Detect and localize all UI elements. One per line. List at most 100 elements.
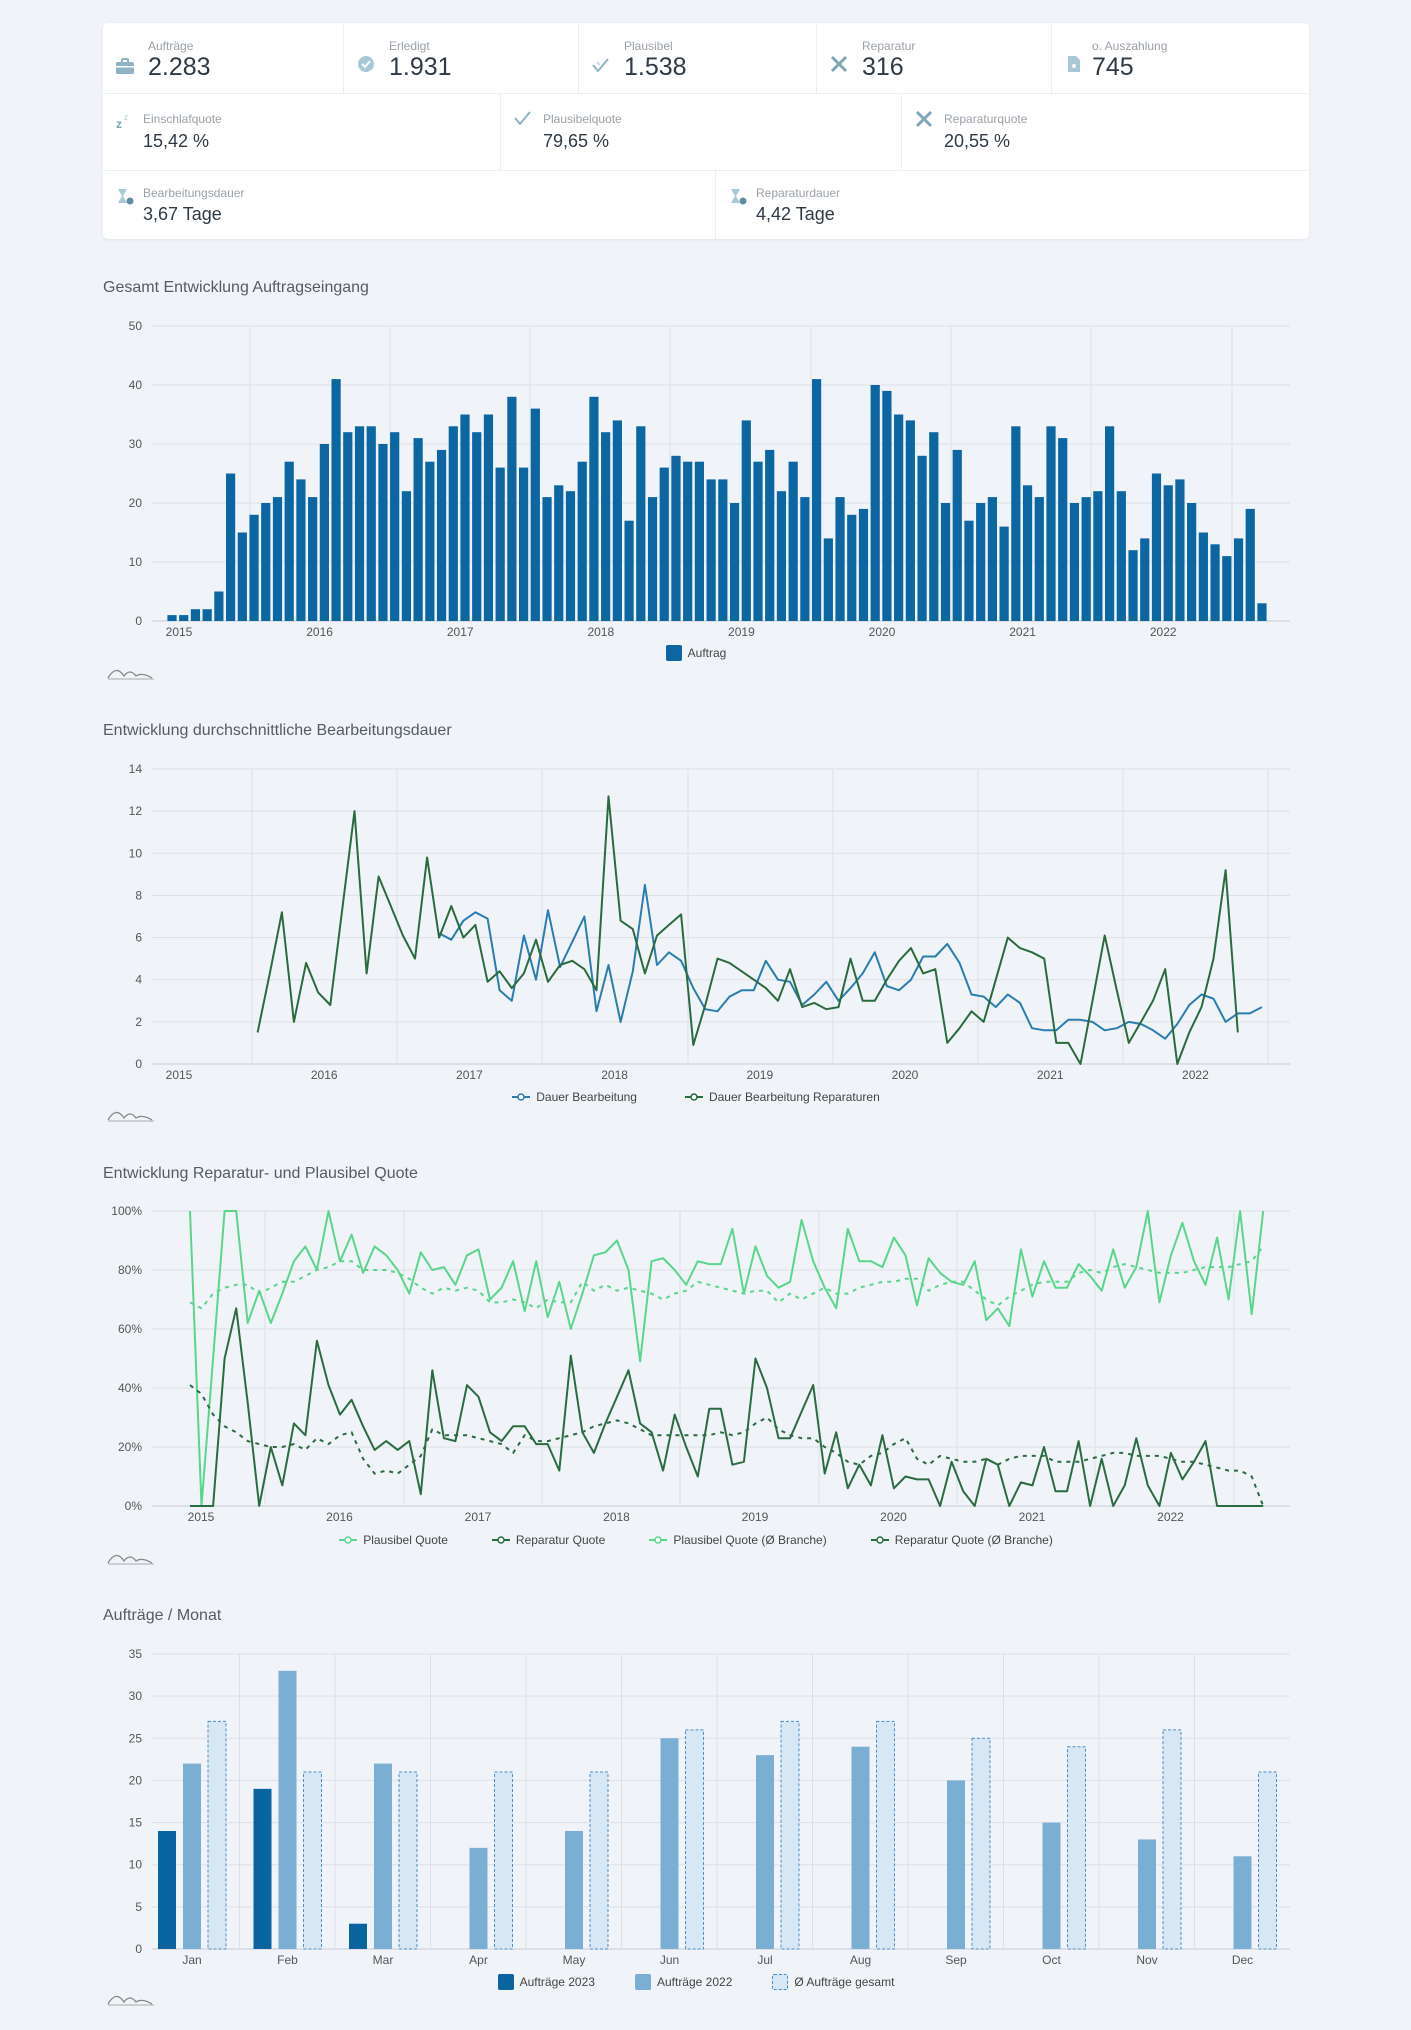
bar (851, 1746, 870, 1949)
x-tick-label: 2022 (1157, 1510, 1184, 1524)
kpi-value: 20,55 % (944, 131, 1011, 151)
x-tick-label: 2018 (601, 1068, 628, 1082)
bar (1069, 503, 1080, 621)
bar (183, 1763, 201, 1949)
kpi-row-1: Aufträge 2.283 Erledigt 1.931 Plausibel … (103, 23, 1309, 94)
bar (1233, 1856, 1252, 1949)
x-tick-label: Mar (373, 1953, 394, 1967)
kpi-row-3: Bearbeitungsdauer 3,67 Tage Reparaturdau… (103, 170, 1309, 239)
y-tick-label: 15 (129, 1816, 143, 1830)
bar (296, 479, 306, 621)
bar (319, 444, 329, 621)
x-tick-label: Jan (182, 1953, 201, 1967)
bar (729, 503, 740, 621)
bar (530, 408, 540, 621)
bar (756, 1755, 774, 1949)
legend-marker-icon (684, 1093, 703, 1101)
y-tick-label: 60% (118, 1322, 142, 1336)
bar (331, 379, 341, 621)
bar (660, 1738, 679, 1949)
y-tick-label: 10 (129, 846, 143, 860)
bar (858, 508, 869, 621)
kpi-label: Plausibel (624, 39, 673, 53)
bar (694, 461, 704, 621)
chart-logo-icon (107, 669, 154, 680)
bar (1245, 508, 1255, 621)
x-tick-label: 2015 (188, 1510, 215, 1524)
legend-marker-icon (339, 1536, 358, 1544)
legend-label: Dauer Bearbeitung Reparaturen (708, 1090, 880, 1104)
bar (1187, 503, 1197, 621)
svg-text:z: z (116, 117, 122, 130)
bar (460, 414, 470, 621)
y-tick-label: 0 (135, 614, 142, 628)
x-tick-label: 2015 (166, 1068, 193, 1082)
legend-item-plausibel-branche[interactable]: Plausibel Quote (Ø Branche) (649, 1533, 827, 1547)
x-tick-label: 2019 (742, 1510, 769, 1524)
legend-label: Auftrag (687, 646, 727, 660)
legend-label: Reparatur Quote (Ø Branche) (894, 1533, 1053, 1547)
bar (1022, 485, 1033, 621)
x-tick-label: 2017 (447, 625, 474, 639)
double-check-icon (592, 58, 609, 73)
kpi-value: 1.538 (624, 53, 687, 81)
x-tick-label: Dec (1232, 1953, 1253, 1967)
series-line (256, 795, 1239, 1065)
bar (800, 497, 810, 621)
x-tick-label: 2020 (892, 1068, 919, 1082)
legend-swatch (665, 645, 682, 661)
x-tick-label: Jun (660, 1953, 679, 1967)
bar (1011, 426, 1021, 621)
x-tick-label: 2020 (880, 1510, 907, 1524)
bar (1058, 438, 1068, 621)
bar (1210, 544, 1220, 621)
legend-item-average[interactable]: Ø Aufträge gesamt (772, 1974, 894, 1990)
legend-item-reparatur-branche[interactable]: Reparatur Quote (Ø Branche) (870, 1533, 1053, 1547)
bar (636, 426, 646, 621)
x-tick-label: Oct (1042, 1953, 1061, 1967)
y-tick-label: 0% (125, 1499, 143, 1513)
bar (706, 479, 716, 621)
y-tick-label: 35 (129, 1647, 143, 1661)
bar (870, 385, 880, 621)
series-line (189, 1210, 1265, 1507)
legend-item-2023[interactable]: Aufträge 2023 (497, 1974, 595, 1990)
legend-item-auftrag[interactable]: Auftrag (665, 645, 727, 661)
bar (1042, 1822, 1061, 1949)
legend-item-reparatur-quote[interactable]: Reparatur Quote (491, 1533, 605, 1547)
legend-item-2022[interactable]: Aufträge 2022 (634, 1974, 732, 1990)
y-tick-label: 30 (129, 1689, 143, 1703)
bar (253, 1788, 272, 1949)
x-tick-label: Aug (850, 1953, 871, 1967)
document-icon (1068, 56, 1080, 72)
x-tick-label: 2021 (1009, 625, 1036, 639)
bar (1163, 485, 1173, 621)
x-tick-label: 2021 (1037, 1068, 1064, 1082)
bar (308, 497, 318, 621)
legend-marker-icon (870, 1536, 889, 1544)
legend-item-dauer-reparaturen[interactable]: Dauer Bearbeitung Reparaturen (684, 1090, 880, 1104)
bar (1034, 497, 1044, 621)
legend-item-plausibel-quote[interactable]: Plausibel Quote (339, 1533, 448, 1547)
bar (683, 461, 693, 621)
bar (671, 455, 681, 621)
y-tick-label: 10 (129, 555, 143, 569)
bar (741, 420, 751, 621)
bar (753, 461, 763, 621)
y-tick-label: 20% (118, 1440, 142, 1454)
bar (495, 467, 505, 621)
kpi-label: Bearbeitungsdauer (143, 186, 245, 200)
kpi-o-auszahlung: o. Auszahlung 745 (1052, 23, 1309, 93)
kpi-reparaturdauer: Reparaturdauer 4,42 Tage (716, 170, 1309, 239)
bar (971, 1737, 991, 1950)
x-tick-label: Feb (277, 1953, 298, 1967)
bar (612, 420, 622, 621)
bar (947, 1780, 965, 1949)
kpi-reparatur: Reparatur 316 (817, 23, 1052, 93)
bar (940, 503, 951, 621)
bar (1162, 1729, 1182, 1950)
legend-marker-icon (512, 1093, 531, 1101)
legend-item-dauer-bearbeitung[interactable]: Dauer Bearbeitung (512, 1090, 637, 1104)
